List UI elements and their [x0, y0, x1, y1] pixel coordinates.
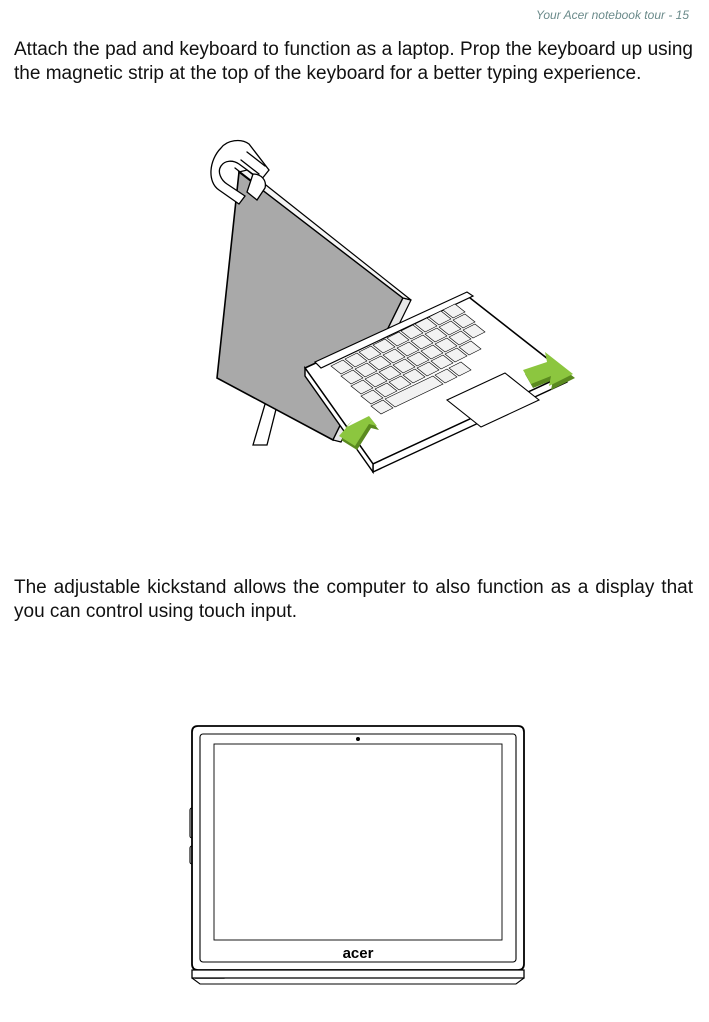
figure-tablet-kickstand: acer — [170, 678, 540, 998]
paragraph-attach-pad: Attach the pad and keyboard to function … — [14, 38, 693, 87]
brand-logo: acer — [343, 945, 374, 962]
paragraph-kickstand: The adjustable kickstand allows the comp… — [14, 576, 693, 625]
page-header: Your Acer notebook tour - 15 — [536, 8, 689, 22]
figure-laptop-assembly — [135, 130, 575, 490]
